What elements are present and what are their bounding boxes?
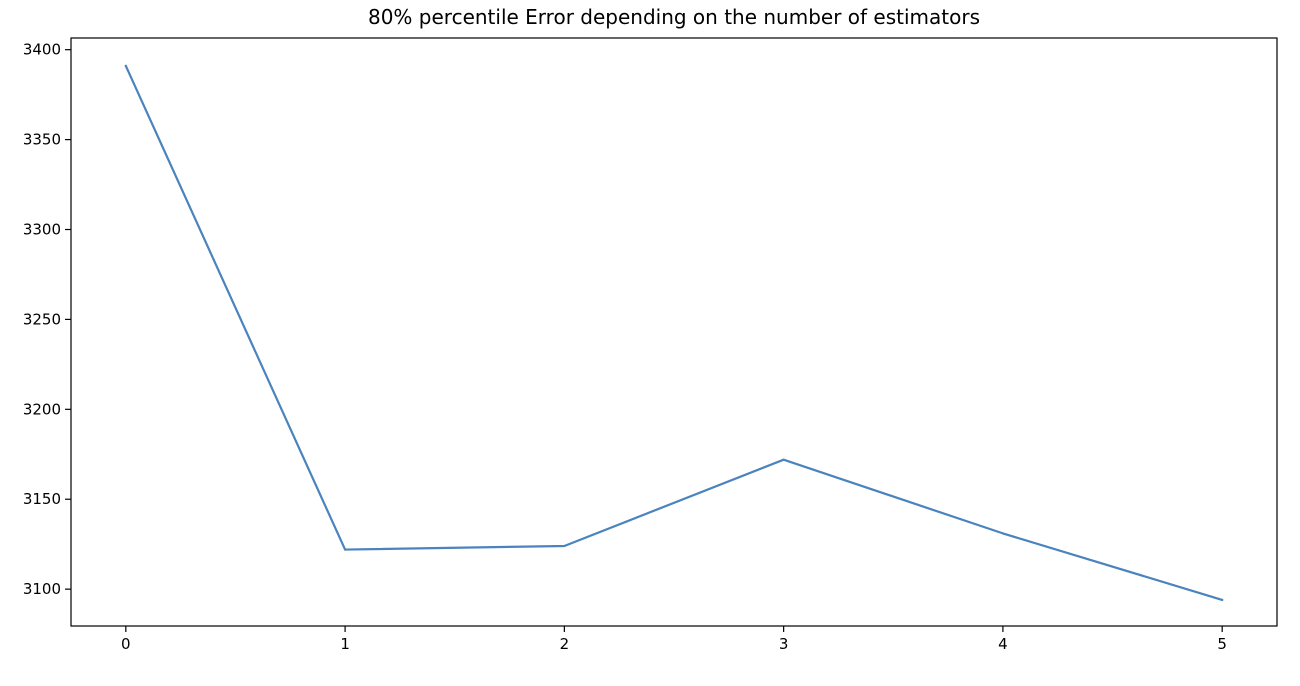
data-point	[782, 458, 785, 461]
series-layer	[124, 64, 1224, 602]
y-tick-label: 3250	[23, 310, 61, 328]
series-line	[124, 64, 1224, 602]
y-tick-label: 3300	[23, 221, 61, 239]
x-tick-label: 4	[998, 635, 1008, 653]
data-point	[124, 64, 127, 67]
y-tick-label: 3350	[23, 131, 61, 149]
data-point	[1001, 532, 1005, 535]
x-axis: 0 1 2 3 4 5	[121, 626, 1227, 653]
y-tick-label: 3200	[23, 400, 61, 418]
y-tick-label: 3100	[23, 580, 61, 598]
chart-title: 80% percentile Error depending on the nu…	[368, 5, 980, 29]
plot-area-frame	[70, 37, 1278, 627]
y-tick-label: 3150	[23, 490, 61, 508]
x-tick-label: 2	[560, 635, 570, 653]
x-tick-label: 0	[121, 635, 131, 653]
x-tick-label: 5	[1217, 635, 1227, 653]
y-axis: 3100 3150 3200 3250 3300 3350 3400	[23, 41, 71, 598]
data-point	[343, 548, 347, 551]
data-point	[1221, 598, 1224, 602]
y-tick-label: 3400	[23, 41, 61, 59]
x-tick-label: 1	[340, 635, 350, 653]
data-point	[563, 544, 566, 548]
x-tick-label: 3	[779, 635, 789, 653]
